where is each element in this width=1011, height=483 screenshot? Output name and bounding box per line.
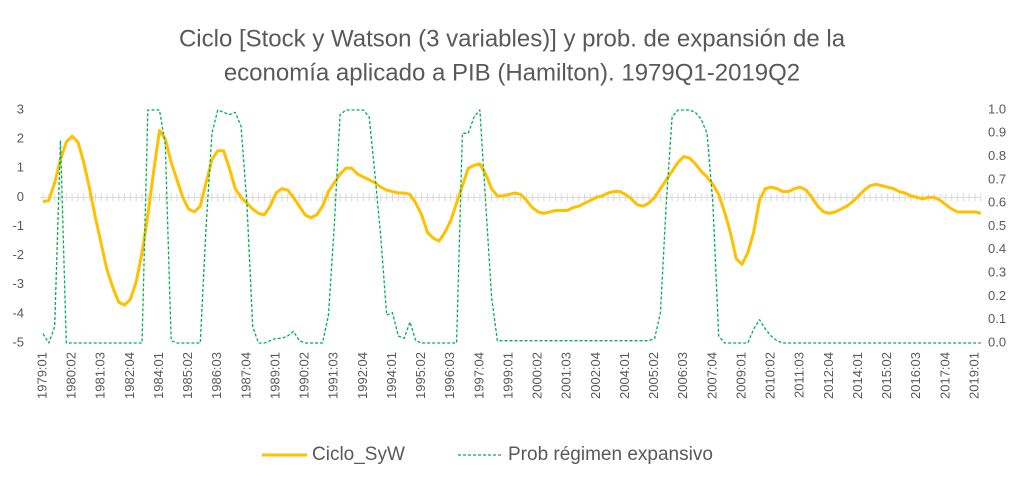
y2-tick-label: 0.7 bbox=[988, 171, 1006, 186]
series-line bbox=[42, 128, 982, 307]
x-tick-label: 1989:01 bbox=[267, 352, 282, 399]
x-tick-label: 2007:04 bbox=[704, 352, 719, 399]
x-tick-label: 2009:01 bbox=[733, 352, 748, 399]
x-tick-label: 1991:03 bbox=[326, 352, 341, 399]
x-tick-label: 2002:04 bbox=[588, 352, 603, 399]
x-tick-label: 1985:02 bbox=[180, 352, 195, 399]
y-tick-label: 0 bbox=[17, 189, 24, 204]
series-line bbox=[42, 109, 981, 344]
x-tick-label: 2019:01 bbox=[966, 352, 981, 399]
y2-tick-label: 0.5 bbox=[988, 218, 1006, 233]
x-tick-label: 2011:03 bbox=[792, 352, 807, 398]
x-tick-label: 2010:02 bbox=[763, 352, 778, 399]
x-tick-label: 1990:02 bbox=[297, 352, 312, 399]
y-tick-label: 3 bbox=[17, 101, 24, 116]
legend-label: Prob régimen expansivo bbox=[508, 444, 713, 465]
legend-label: Ciclo_SyW bbox=[312, 444, 405, 465]
y2-tick-label: 0.0 bbox=[988, 334, 1006, 349]
x-tick-label: 1999:01 bbox=[500, 352, 515, 399]
y-tick-label: -2 bbox=[12, 247, 24, 262]
y2-tick-label: 0.3 bbox=[988, 265, 1006, 280]
x-tick-label: 2014:01 bbox=[850, 352, 865, 399]
x-tick-label: 2016:03 bbox=[908, 352, 923, 399]
y2-tick-label: 1.0 bbox=[988, 101, 1006, 116]
y2-tick-label: 0.6 bbox=[988, 195, 1006, 210]
x-tick-label: 1997:04 bbox=[471, 352, 486, 399]
chart-title: Ciclo [Stock y Watson (3 variables)] y p… bbox=[179, 25, 846, 52]
x-tick-label: 1986:03 bbox=[209, 352, 224, 399]
y-tick-label: -5 bbox=[12, 334, 24, 349]
x-tick-label: 2015:02 bbox=[879, 352, 894, 399]
x-tick-label: 2001:03 bbox=[559, 352, 574, 399]
x-tick-label: 1994:01 bbox=[384, 352, 399, 399]
y2-tick-label: 0.8 bbox=[988, 148, 1006, 163]
y2-tick-label: 0.9 bbox=[988, 125, 1006, 140]
y2-tick-label: 0.4 bbox=[988, 241, 1006, 256]
y-tick-label: -3 bbox=[12, 276, 24, 291]
x-tick-label: 1995:02 bbox=[413, 352, 428, 399]
x-tick-label: 1980:02 bbox=[64, 352, 79, 399]
y2-tick-label: 0.2 bbox=[988, 288, 1006, 303]
y-tick-label: -4 bbox=[12, 305, 24, 320]
x-tick-label: 2000:02 bbox=[530, 352, 545, 399]
x-tick-label: 2004:01 bbox=[617, 352, 632, 399]
x-tick-label: 1984:01 bbox=[151, 352, 166, 399]
x-tick-label: 2017:04 bbox=[937, 352, 952, 399]
x-tick-label: 1979:01 bbox=[34, 352, 49, 399]
y-tick-label: 2 bbox=[17, 131, 24, 146]
x-tick-label: 1996:03 bbox=[442, 352, 457, 399]
y-tick-label: -1 bbox=[12, 218, 24, 233]
chart-title: economía aplicado a PIB (Hamilton). 1979… bbox=[224, 59, 800, 86]
x-tick-label: 1981:03 bbox=[93, 352, 108, 399]
x-tick-label: 2012:04 bbox=[821, 352, 836, 399]
x-tick-label: 2005:02 bbox=[646, 352, 661, 399]
y2-tick-label: 0.1 bbox=[988, 311, 1006, 326]
x-tick-label: 1987:04 bbox=[238, 352, 253, 399]
x-tick-label: 1982:04 bbox=[122, 352, 137, 399]
y-tick-label: 1 bbox=[17, 160, 24, 175]
x-tick-label: 1992:04 bbox=[355, 352, 370, 399]
x-tick-label: 2006:03 bbox=[675, 352, 690, 399]
